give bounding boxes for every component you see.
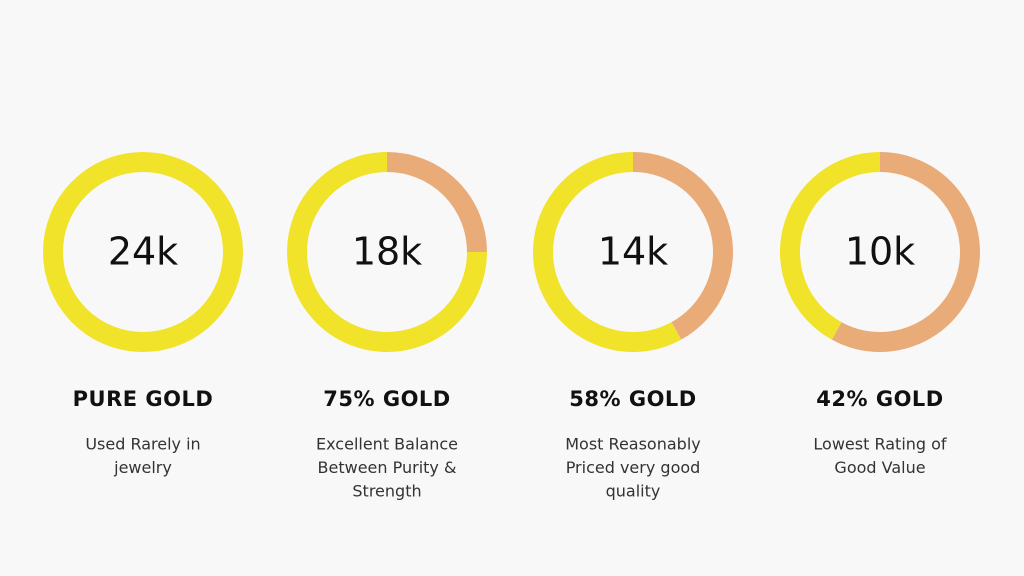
ring-gold bbox=[780, 152, 881, 340]
item-description: Priced very good bbox=[566, 458, 701, 477]
ring-other bbox=[831, 152, 980, 352]
item-description: Excellent Balance bbox=[316, 435, 458, 454]
ring-other bbox=[386, 152, 487, 253]
ring-gold bbox=[533, 152, 682, 352]
ring-gold bbox=[287, 152, 487, 352]
item-title: PURE GOLD bbox=[73, 387, 214, 411]
karat-label: 24k bbox=[108, 230, 178, 274]
item-description: Most Reasonably bbox=[565, 435, 700, 454]
karat-label: 14k bbox=[598, 230, 668, 274]
karat-label: 10k bbox=[845, 230, 915, 274]
item-description: Between Purity & bbox=[318, 458, 457, 477]
item-description: Strength bbox=[352, 482, 421, 501]
item-description: Used Rarely in bbox=[85, 435, 200, 454]
item-title: 58% GOLD bbox=[569, 387, 696, 411]
item-description: Lowest Rating of bbox=[813, 435, 947, 454]
item-description: Good Value bbox=[834, 458, 925, 477]
item-title: 75% GOLD bbox=[323, 387, 450, 411]
item-title: 42% GOLD bbox=[816, 387, 943, 411]
karat-label: 18k bbox=[352, 230, 422, 274]
ring-gold bbox=[43, 152, 243, 353]
item-description: quality bbox=[606, 482, 661, 501]
item-description: jewelry bbox=[113, 458, 172, 477]
ring-other bbox=[632, 152, 733, 340]
